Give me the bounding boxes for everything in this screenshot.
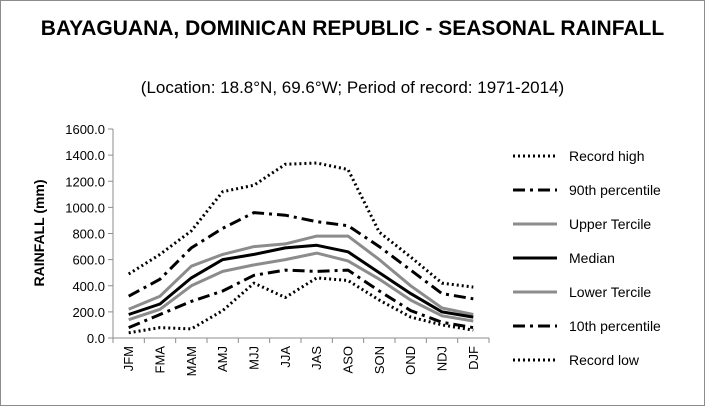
- y-tick-label: 200.0: [72, 305, 105, 320]
- x-tick-label: JFM: [121, 346, 136, 371]
- x-tick-label: JJA: [278, 346, 293, 368]
- series-line-4: [128, 251, 474, 323]
- legend-label-3: Median: [569, 250, 615, 266]
- y-axis-label: RAINFALL (mm): [31, 179, 47, 286]
- y-tick-label: 400.0: [72, 279, 105, 294]
- legend-label-4: Lower Tercile: [569, 284, 651, 300]
- legend-label-6: Record low: [569, 352, 640, 368]
- legend: Record high 90th percentile Upper Tercile M…: [513, 148, 661, 368]
- y-tick-label: 1600.0: [65, 122, 105, 137]
- x-tick-label: SON: [372, 346, 387, 374]
- series-line-5: [128, 268, 474, 330]
- series-line-2: [128, 234, 474, 316]
- y-tick-label: 1000.0: [65, 200, 105, 215]
- x-tick-label: ASO: [341, 346, 356, 373]
- legend-label-2: Upper Tercile: [569, 216, 651, 232]
- x-tick-label: DJF: [466, 346, 481, 370]
- series-line-6: [128, 276, 474, 335]
- plot-area: [127, 161, 474, 335]
- y-tick-label: 800.0: [72, 227, 105, 242]
- y-tick-label: 1400.0: [65, 148, 105, 163]
- y-tick-label: 600.0: [72, 253, 105, 268]
- x-tick-label: NDJ: [435, 346, 450, 371]
- x-tick-label: JAS: [309, 346, 324, 370]
- legend-label-0: Record high: [569, 148, 645, 164]
- chart-title: BAYAGUANA, DOMINICAN REPUBLIC - SEASONAL…: [40, 17, 665, 40]
- x-tick-label: MAM: [184, 346, 199, 376]
- y-tick-label: 1200.0: [65, 174, 105, 189]
- y-tick-label: 0.0: [87, 331, 105, 346]
- axes: 0.0 200.0 400.0 600.0 800.0 1000.0 1200.0 1400.…: [65, 122, 490, 376]
- chart-subtitle: (Location: 18.8°N, 69.6°W; Period of rec…: [140, 78, 565, 97]
- legend-label-5: 10th percentile: [569, 318, 661, 334]
- series-line-3: [128, 243, 474, 319]
- x-tick-label: MJJ: [247, 346, 262, 370]
- series-line-1: [127, 211, 474, 301]
- x-tick-label: FMA: [153, 346, 168, 374]
- x-tick-label: AMJ: [215, 346, 230, 372]
- legend-label-1: 90th percentile: [569, 182, 661, 198]
- x-tick-label: OND: [403, 346, 418, 375]
- series-line-0: [127, 161, 474, 289]
